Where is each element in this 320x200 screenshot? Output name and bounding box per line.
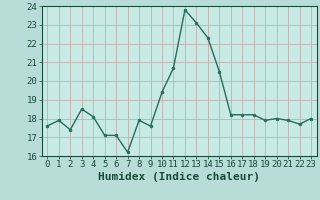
X-axis label: Humidex (Indice chaleur): Humidex (Indice chaleur)	[98, 172, 260, 182]
